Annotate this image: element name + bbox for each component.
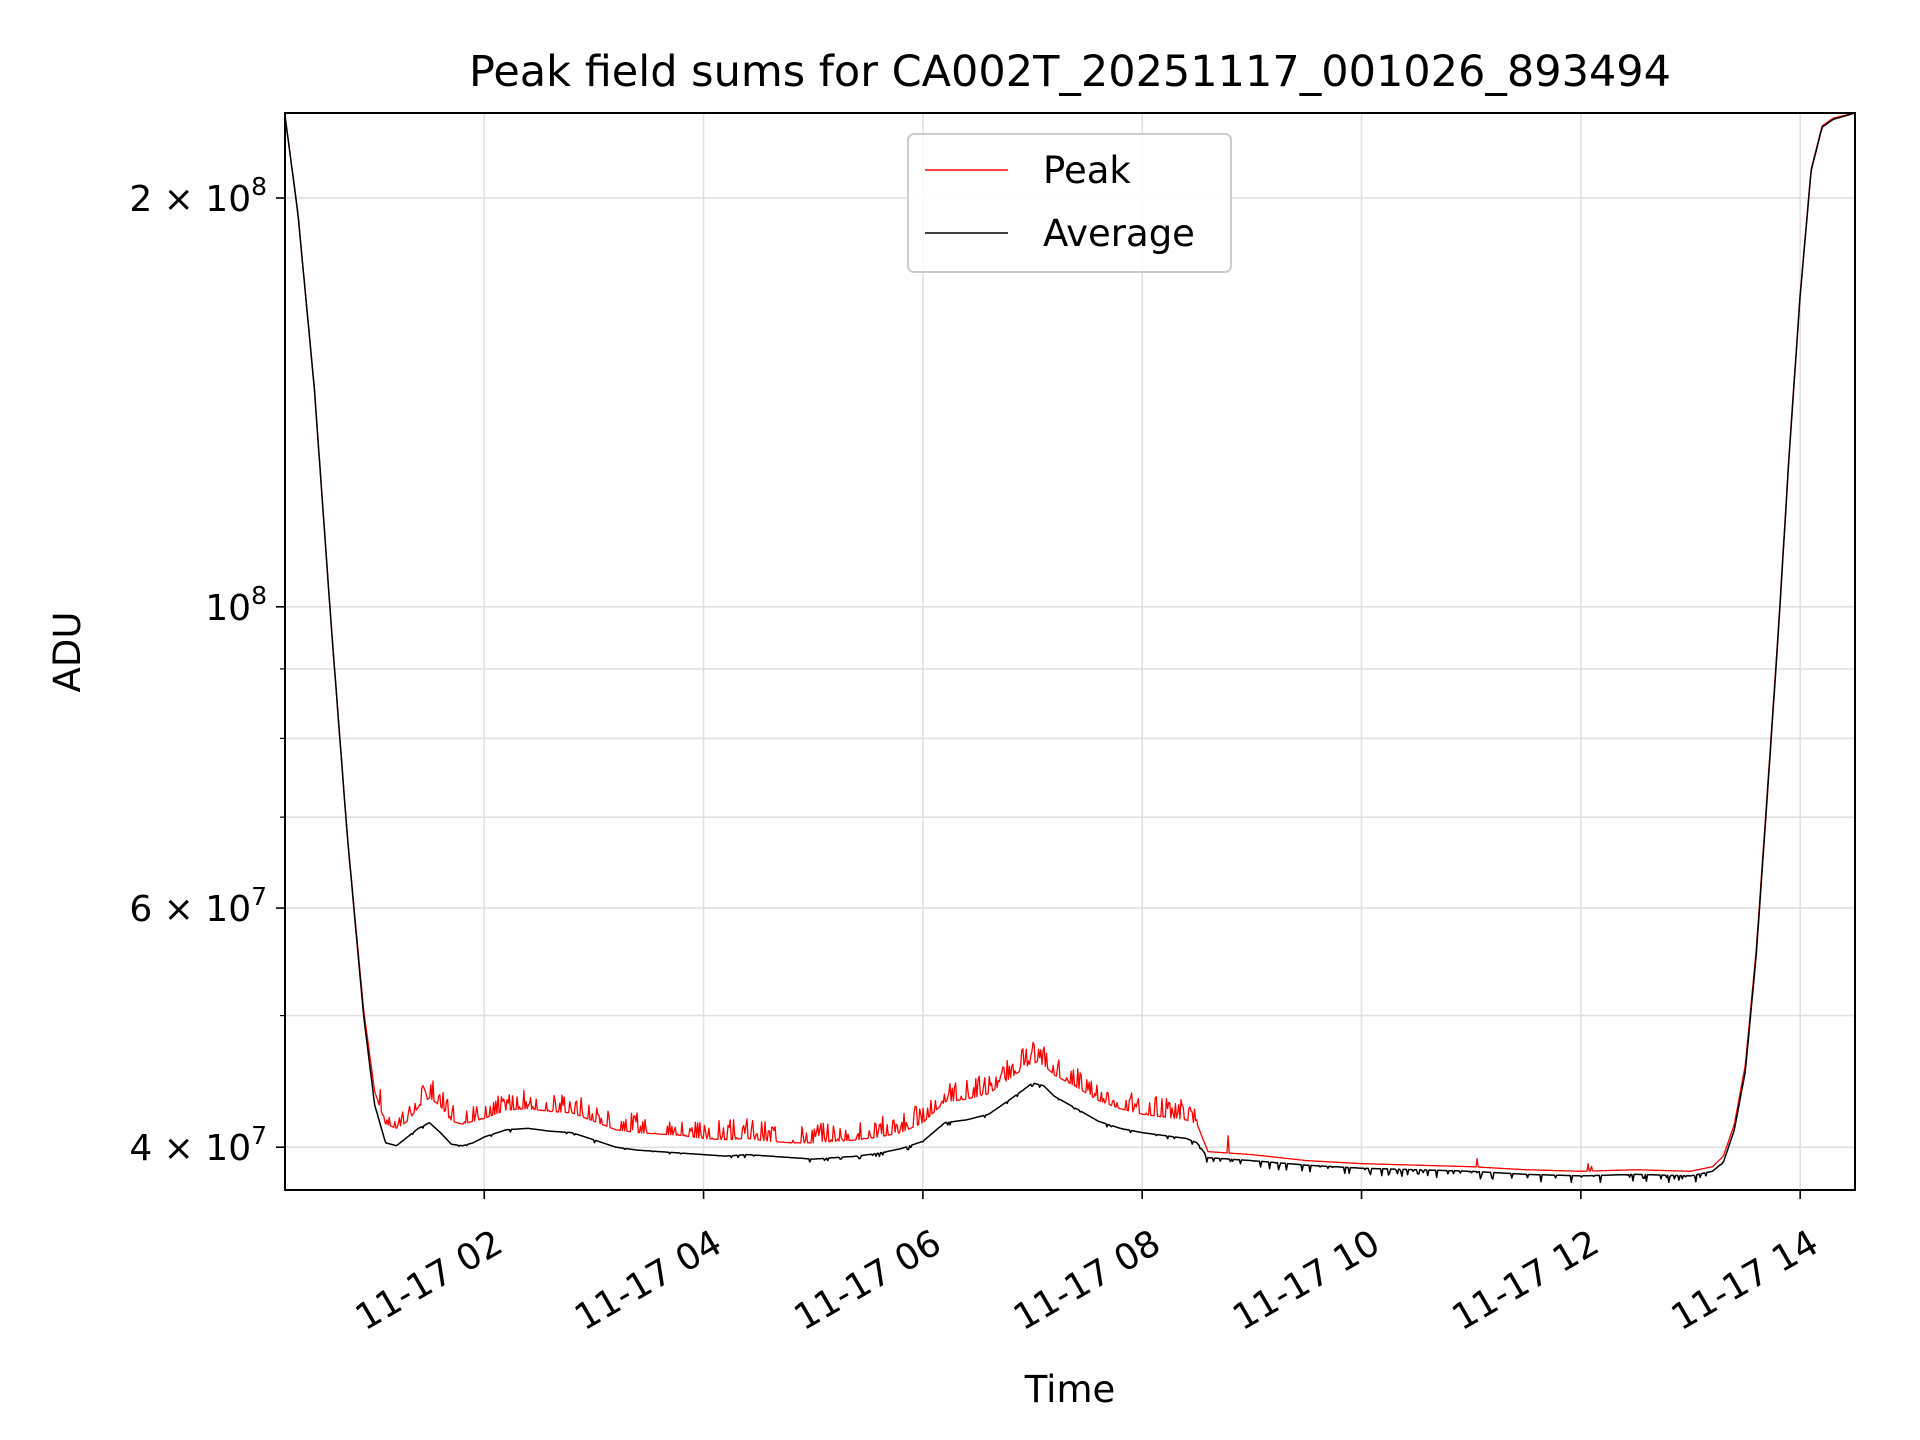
series-line-average <box>285 113 1855 1184</box>
legend-label-peak: Peak <box>1043 149 1131 192</box>
y-tick-label-exponent: 8 <box>251 172 267 201</box>
y-axis-label: ADU <box>46 612 89 693</box>
y-tick-label: 6 × 107 <box>129 882 267 930</box>
series-line-peak <box>285 113 1855 1172</box>
y-tick-label-exponent: 7 <box>251 1121 267 1150</box>
legend-label-average: Average <box>1043 212 1195 255</box>
y-tick-label-base: 10 <box>205 588 251 629</box>
series-layer <box>285 113 1855 1184</box>
legend: Peak Average <box>907 133 1232 273</box>
x-axis-label: Time <box>1024 1368 1116 1411</box>
y-tick-label-exponent: 8 <box>251 581 267 610</box>
y-tick-label: 108 <box>205 581 267 629</box>
y-tick-label: 2 × 108 <box>129 172 267 220</box>
y-tick-label-base: 6 × 10 <box>129 889 251 930</box>
chart-title: Peak field sums for CA002T_20251117_0010… <box>469 47 1671 97</box>
y-tick-label-base: 4 × 10 <box>129 1128 251 1169</box>
y-tick-label-base: 2 × 10 <box>129 179 251 220</box>
y-tick-label: 4 × 107 <box>129 1121 267 1169</box>
plot-frame <box>284 112 1856 1191</box>
plot-area <box>285 113 1855 1190</box>
y-tick-label-exponent: 7 <box>251 882 267 911</box>
legend-box <box>907 133 1232 273</box>
